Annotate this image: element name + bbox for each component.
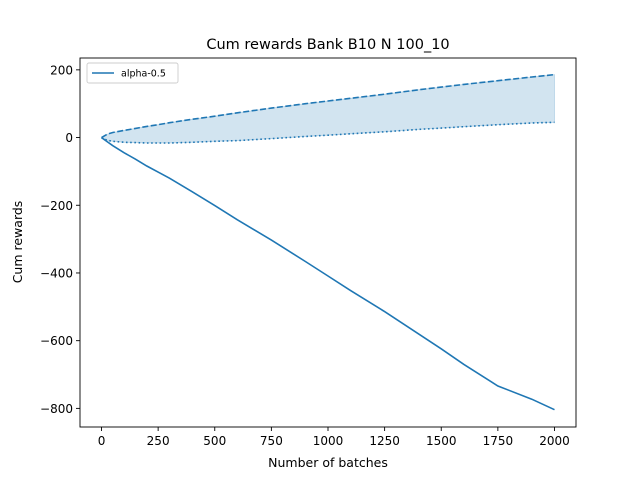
x-tick-label: 1250 xyxy=(369,434,400,448)
band-upper-line xyxy=(101,73,555,139)
y-axis-label: Cum rewards xyxy=(10,201,25,284)
x-tick-label: 500 xyxy=(203,434,226,448)
legend: alpha-0.5 xyxy=(86,62,179,84)
chart-title: Cum rewards Bank B10 N 100_10 xyxy=(206,37,449,53)
y-tick-label: −400 xyxy=(40,266,73,280)
y-tick-label: 200 xyxy=(50,63,73,77)
legend-box xyxy=(86,62,179,84)
x-tick-label: 1000 xyxy=(313,434,344,448)
x-tick-label: 1500 xyxy=(426,434,457,448)
series-line-alpha-0.5 xyxy=(101,136,555,411)
y-tick-label: −600 xyxy=(40,334,73,348)
x-tick-label: 0 xyxy=(98,434,106,448)
y-tick-label: −200 xyxy=(40,199,73,213)
x-tick-label: 2000 xyxy=(539,434,570,448)
legend-label-alpha-0.5: alpha-0.5 xyxy=(121,69,166,80)
x-tick-label: 1750 xyxy=(483,434,514,448)
x-tick-label: 750 xyxy=(260,434,283,448)
x-axis-label: Number of batches xyxy=(268,455,388,470)
y-tick-label: −800 xyxy=(40,402,73,416)
y-tick-label: 0 xyxy=(65,131,73,145)
x-tick-label: 250 xyxy=(147,434,170,448)
